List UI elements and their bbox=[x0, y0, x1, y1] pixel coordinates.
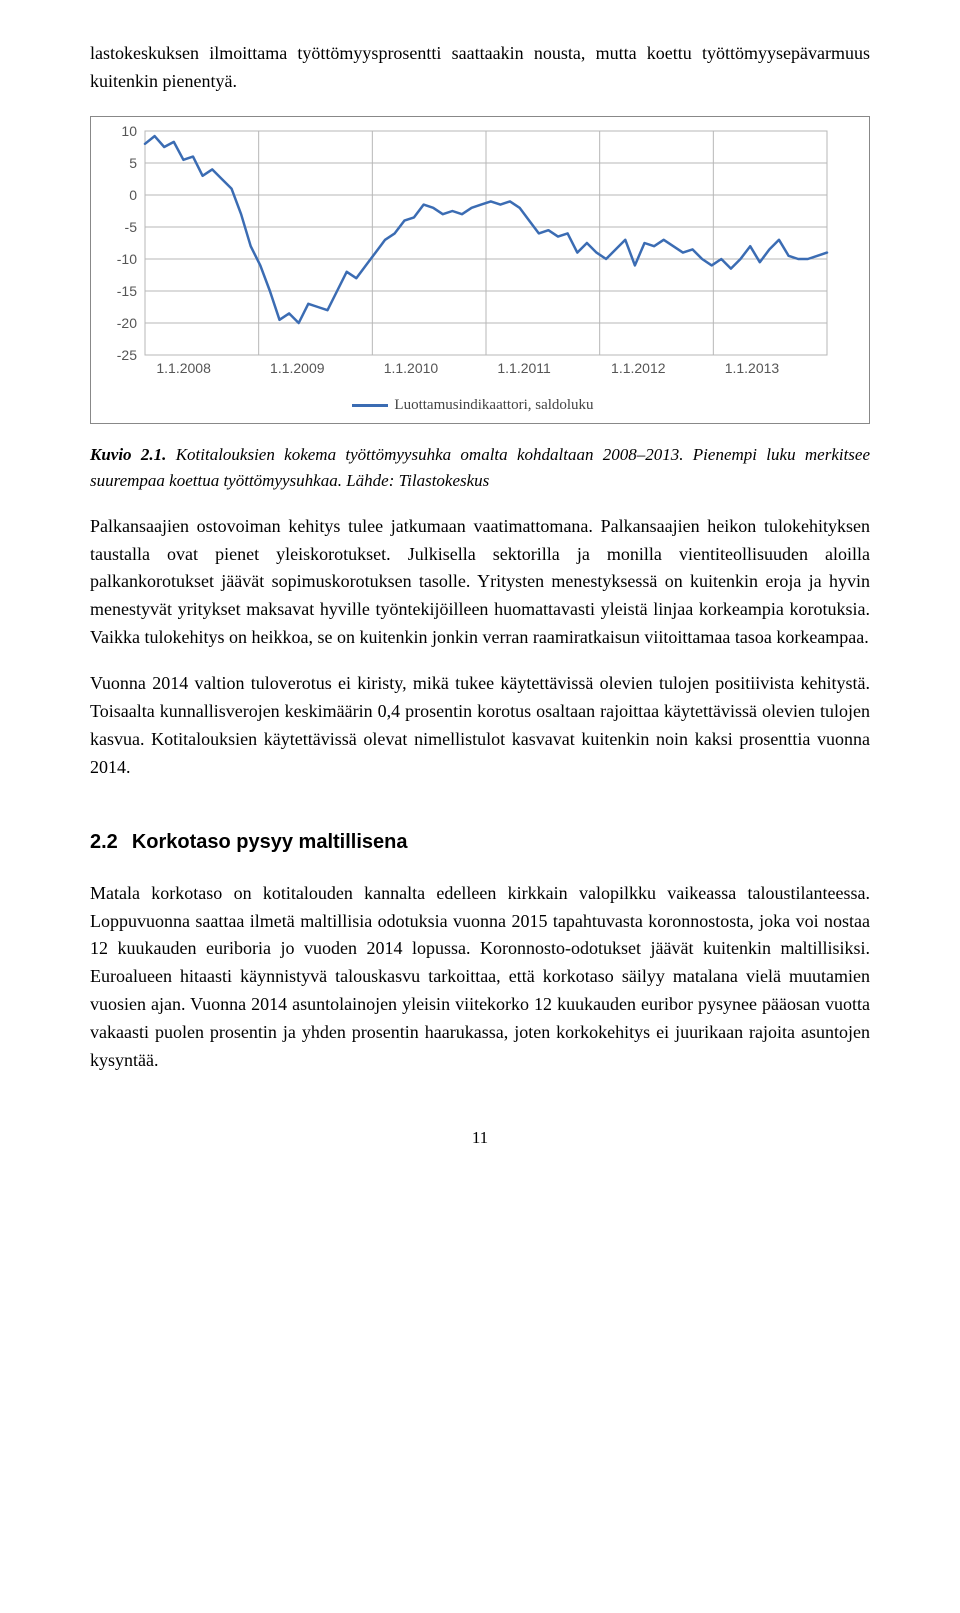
body-paragraph-3: Vuonna 2014 valtion tuloverotus ei kiris… bbox=[90, 670, 870, 782]
svg-text:1.1.2010: 1.1.2010 bbox=[384, 360, 439, 376]
svg-text:-15: -15 bbox=[117, 283, 137, 299]
svg-text:-5: -5 bbox=[125, 219, 138, 235]
svg-text:1.1.2011: 1.1.2011 bbox=[497, 360, 551, 376]
figure-caption: Kuvio 2.1. Kotitalouksien kokema työttöm… bbox=[90, 442, 870, 495]
svg-text:1.1.2008: 1.1.2008 bbox=[156, 360, 211, 376]
caption-label: Kuvio 2.1. bbox=[90, 445, 166, 464]
svg-text:-20: -20 bbox=[117, 315, 137, 331]
svg-text:1.1.2012: 1.1.2012 bbox=[611, 360, 666, 376]
chart-container: 10 5 0 -5 -10 -15 -20 -25 1.1.2008 1.1.2009 1.1.20… bbox=[90, 116, 870, 424]
svg-text:1.1.2013: 1.1.2013 bbox=[725, 360, 780, 376]
svg-text:-25: -25 bbox=[117, 347, 137, 363]
intro-paragraph: lastokeskuksen ilmoittama työttömyyspros… bbox=[90, 40, 870, 96]
legend-label: Luottamusindikaattori, saldoluku bbox=[394, 397, 593, 413]
svg-text:5: 5 bbox=[129, 155, 137, 171]
section-heading: 2.2 Korkotaso pysyy maltillisena bbox=[90, 827, 870, 858]
body-paragraph-2: Palkansaajien ostovoiman kehitys tulee j… bbox=[90, 513, 870, 652]
legend-swatch bbox=[352, 404, 388, 407]
svg-text:-10: -10 bbox=[117, 251, 137, 267]
body-paragraph-4: Matala korkotaso on kotitalouden kannalt… bbox=[90, 880, 870, 1075]
section-title: Korkotaso pysyy maltillisena bbox=[132, 831, 408, 853]
line-chart: 10 5 0 -5 -10 -15 -20 -25 1.1.2008 1.1.2009 1.1.20… bbox=[97, 123, 837, 383]
section-number: 2.2 bbox=[90, 827, 118, 858]
svg-text:10: 10 bbox=[121, 123, 137, 139]
caption-text: Kotitalouksien kokema työttömyysuhka oma… bbox=[90, 445, 870, 490]
page-number: 11 bbox=[90, 1125, 870, 1151]
svg-text:1.1.2009: 1.1.2009 bbox=[270, 360, 325, 376]
chart-legend: Luottamusindikaattori, saldoluku bbox=[97, 394, 849, 417]
svg-text:0: 0 bbox=[129, 187, 137, 203]
